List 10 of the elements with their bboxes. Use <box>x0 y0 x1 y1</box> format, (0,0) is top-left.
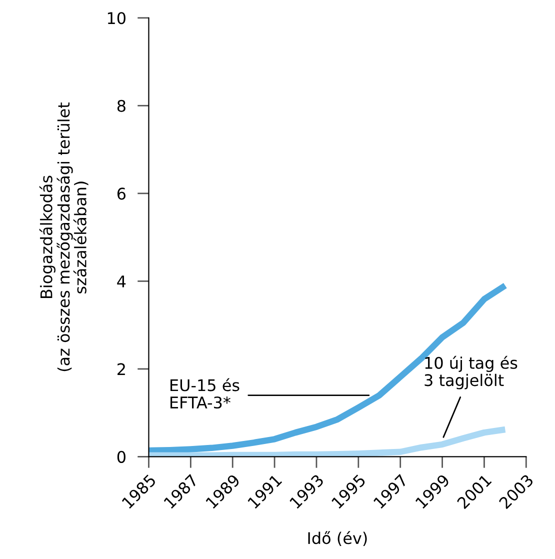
y-tick-label: 2 <box>118 363 125 376</box>
x-axis-title: Idő (év) <box>308 531 367 546</box>
annotation: 10 új tag és 3 tagjelölt <box>424 356 518 390</box>
y-tick-label: 4 <box>117 276 126 288</box>
y-axis-title: Biogazdálkodás (az összes mezőgazdasági terület százalékában) <box>39 102 88 372</box>
y-tick-label: 10 <box>108 12 126 24</box>
y-tick-label: 8 <box>117 100 126 112</box>
y-tick-label: 6 <box>117 188 126 200</box>
annotation: EU-15 és EFTA-3* <box>170 378 240 409</box>
y-tick-label: 0 <box>117 450 126 463</box>
